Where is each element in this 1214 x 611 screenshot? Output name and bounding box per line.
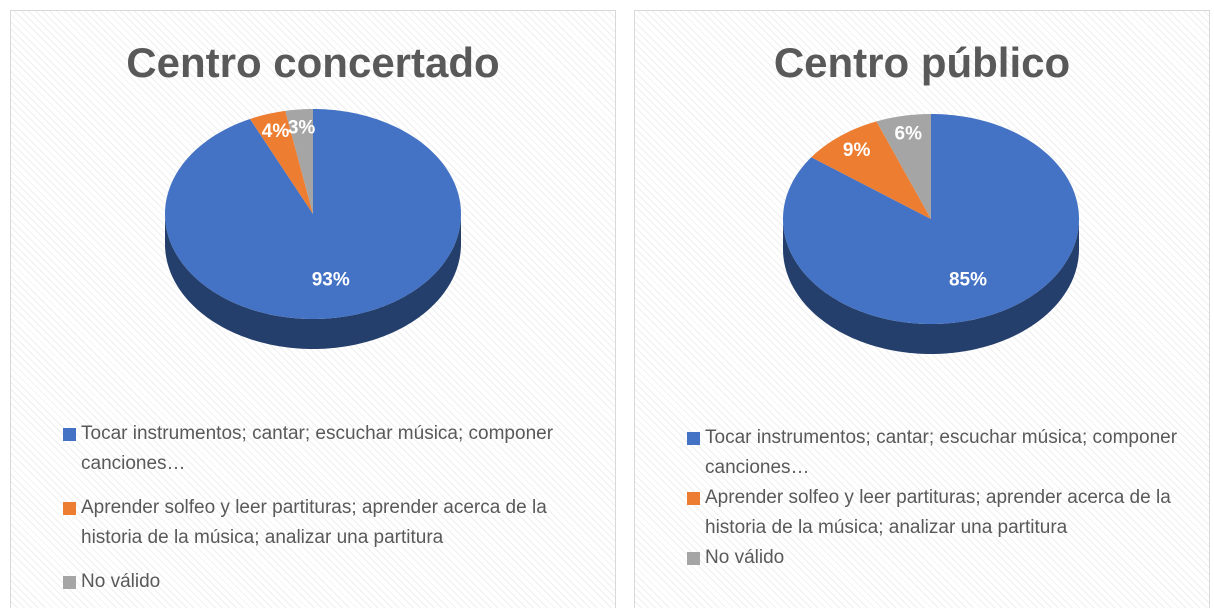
legend-label: Aprender solfeo y leer partituras; apren… [81,497,547,548]
pie-slice [876,114,931,219]
pie-slice-side [783,219,1079,354]
pie-slice [165,109,461,319]
legend-swatch [63,502,76,515]
legend-item: Aprender solfeo y leer partituras; apren… [687,483,1189,543]
legend-label: No válido [705,547,785,568]
legend-swatch [687,552,700,565]
legend-swatch [63,576,76,589]
chart-title: Centro concertado [126,39,500,86]
legend-item: Aprender solfeo y leer partituras; apren… [63,493,595,553]
pie-slice [249,110,313,214]
legend-label: Tocar instrumentos; cantar; escuchar mús… [81,423,554,474]
legend-item: No válido [63,567,595,597]
legend-item: No válido [687,543,1189,573]
pie-slice [811,121,931,219]
legend-swatch [63,428,76,441]
chart-panel: Centro público 85% 9% 6% Tocar instrumentos;… [634,10,1210,608]
chart-panel: Centro concertado 93% 4% 3% Tocar instrument… [10,10,616,608]
legend-swatch [687,492,700,505]
data-label: 85% [949,269,987,290]
legend: Tocar instrumentos; cantar; escuchar mús… [687,423,1189,573]
pie-chart: 93% 4%3% [165,109,461,349]
pie-slice [285,109,313,214]
pie-slice-side [165,214,461,349]
legend-label: Aprender solfeo y leer partituras; apren… [705,487,1171,538]
pie-slice [783,114,1079,324]
data-label: 6% [895,123,923,144]
data-label: 93% [312,269,350,290]
chart-title: Centro público [773,39,1071,86]
data-label: 4% [262,121,290,142]
pie-chart: 85% 9% 6% [783,114,1079,354]
legend: Tocar instrumentos; cantar; escuchar mús… [63,419,595,611]
legend-item: Tocar instrumentos; cantar; escuchar mús… [687,423,1189,483]
legend-swatch [687,432,700,445]
legend-label: No válido [81,571,161,592]
legend-label: Tocar instrumentos; cantar; escuchar mús… [705,427,1178,478]
data-label: 9% [843,140,871,161]
legend-item: Tocar instrumentos; cantar; escuchar mús… [63,419,595,479]
data-label: 3% [288,117,316,138]
